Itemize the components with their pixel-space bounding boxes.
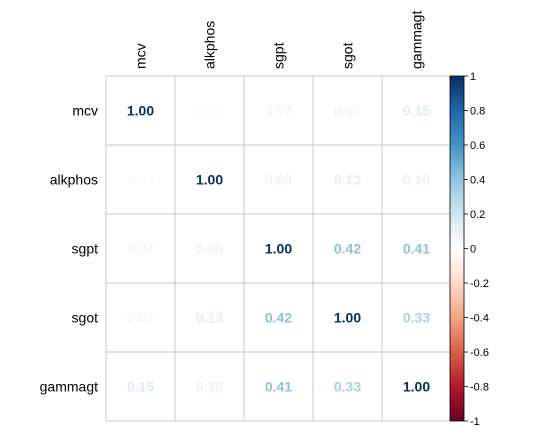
- row-label-sgpt: sgpt: [72, 241, 99, 257]
- cell-value-sgpt-sgpt: 1.00: [265, 241, 292, 257]
- row-label-sgot: sgot: [72, 310, 99, 326]
- colorbar-tick-label: 0: [470, 244, 476, 256]
- column-label-alkphos: alkphos: [202, 21, 218, 69]
- colorbar-tick-label: -0.6: [470, 347, 489, 359]
- row-label-gammagt: gammagt: [40, 379, 98, 395]
- cell-value-alkphos-mcv: 0.03: [127, 172, 154, 188]
- column-label-sgot: sgot: [340, 42, 356, 69]
- cell-value-mcv-alkphos: 0.03: [196, 103, 223, 119]
- colorbar-tick-label: -0.8: [470, 382, 489, 394]
- colorbar-tick-label: 0.8: [470, 106, 485, 118]
- cell-value-sgot-sgpt: 0.42: [265, 310, 292, 326]
- cell-value-alkphos-gammagt: 0.10: [403, 172, 430, 188]
- cell-value-gammagt-sgot: 0.33: [334, 379, 361, 395]
- cell-value-sgpt-gammagt: 0.41: [403, 241, 430, 257]
- cell-value-gammagt-gammagt: 1.00: [403, 379, 430, 395]
- column-label-gammagt: gammagt: [409, 11, 425, 69]
- cell-value-gammagt-sgpt: 0.41: [265, 379, 292, 395]
- colorbar-tick-label: 0.6: [470, 140, 485, 152]
- cell-value-sgpt-alkphos: 0.09: [196, 241, 223, 257]
- cell-value-alkphos-alkphos: 1.00: [196, 172, 223, 188]
- row-label-mcv: mcv: [72, 103, 98, 119]
- cell-value-sgpt-sgot: 0.42: [334, 241, 361, 257]
- colorbar-tick-label: -0.2: [470, 278, 489, 290]
- colorbar-tick-label: 1: [470, 71, 476, 83]
- cell-value-sgot-mcv: 0.07: [127, 310, 154, 326]
- cell-value-alkphos-sgpt: 0.09: [265, 172, 292, 188]
- cell-value-sgot-sgot: 1.00: [334, 310, 361, 326]
- colorbar-tick-label: -0.4: [470, 313, 489, 325]
- colorbar-tick-label: -1: [470, 416, 480, 428]
- cell-value-sgot-alkphos: 0.13: [196, 310, 223, 326]
- cell-value-mcv-sgot: 0.07: [334, 103, 361, 119]
- cell-value-mcv-gammagt: 0.15: [403, 103, 430, 119]
- cell-value-alkphos-sgot: 0.13: [334, 172, 361, 188]
- row-label-alkphos: alkphos: [50, 172, 98, 188]
- cell-value-gammagt-alkphos: 0.10: [196, 379, 223, 395]
- column-label-mcv: mcv: [133, 43, 149, 69]
- cell-value-sgpt-mcv: 0.07: [127, 241, 154, 257]
- cell-value-sgot-gammagt: 0.33: [403, 310, 430, 326]
- cell-value-mcv-mcv: 1.00: [127, 103, 154, 119]
- colorbar-tick-label: 0.2: [470, 209, 485, 221]
- column-label-sgpt: sgpt: [271, 42, 287, 69]
- colorbar-tick-label: 0.4: [470, 175, 485, 187]
- cell-value-gammagt-mcv: 0.15: [127, 379, 154, 395]
- colorbar-gradient: [450, 76, 464, 421]
- cell-value-mcv-sgpt: 0.07: [265, 103, 292, 119]
